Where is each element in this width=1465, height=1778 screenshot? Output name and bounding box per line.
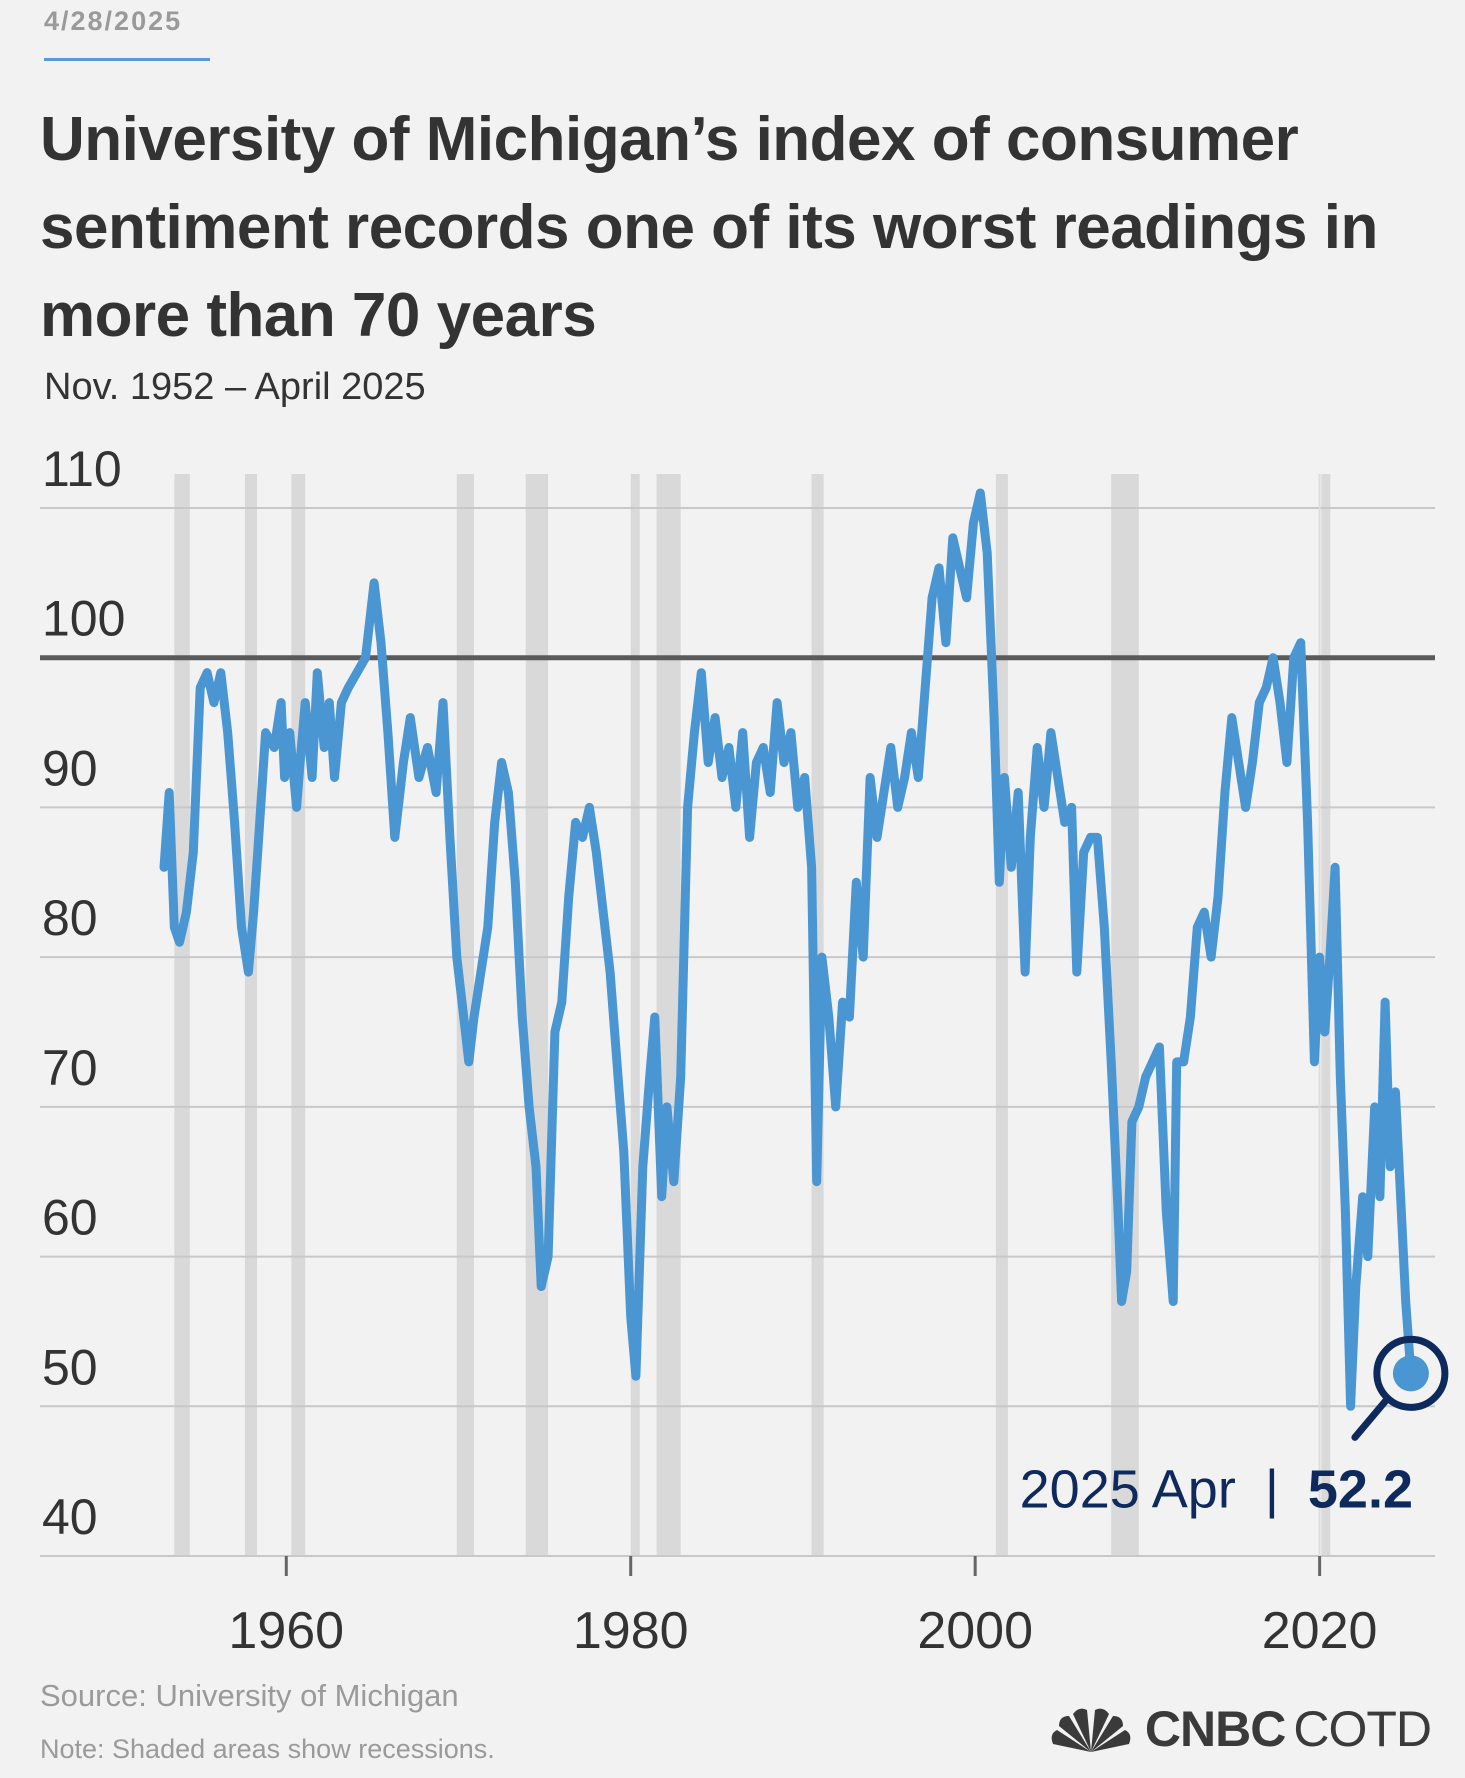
recession-band [1111,474,1139,1556]
y-tick-label: 70 [42,1040,98,1096]
recession-band [630,474,640,1556]
chart-subtitle: Nov. 1952 – April 2025 [44,366,426,408]
brand-logo: CNBC COTD [1045,1700,1432,1758]
line-chart: 110 100 90 80 70 60 50 40 1960 1980 2000 2020 2025… [40,441,1449,1660]
latest-period: 2025 Apr [1020,1459,1236,1519]
sentiment-line [159,488,1416,1411]
recession-band [656,474,681,1556]
x-tick-label: 1960 [228,1602,344,1660]
magnifier-handle [1351,1395,1391,1441]
nbc-peacock-icon [1051,1708,1131,1752]
recession-band [525,474,549,1556]
x-tick-label: 2000 [917,1602,1033,1660]
source-note: Source: University of Michigan [40,1678,459,1713]
recession-band [291,474,306,1556]
brand-bold: CNBC [1144,1701,1286,1757]
y-tick-label: 40 [42,1489,98,1545]
magnifier-ring-icon [1373,1335,1449,1411]
latest-value: 52.2 [1308,1459,1413,1519]
latest-label: 2025 Apr | 52.2 [1020,1459,1413,1519]
recession-note: Note: Shaded areas show recessions. [40,1734,495,1764]
brand-light: COTD [1293,1701,1432,1757]
y-tick-label: 100 [42,591,125,647]
publish-date: 4/28/2025 [44,6,183,36]
latest-annotation: 2025 Apr | 52.2 [1020,1335,1449,1519]
recession-band [174,474,190,1556]
y-tick-label: 80 [42,890,98,946]
recession-band [995,474,1008,1556]
x-tick-label: 2020 [1262,1602,1378,1660]
x-tick-label: 1980 [573,1602,689,1660]
y-tick-label: 90 [42,740,98,796]
recession-band [244,474,257,1556]
x-axis: 1960 1980 2000 2020 [228,1556,1377,1660]
y-tick-label: 110 [42,441,122,497]
recession-bands [174,474,1331,1556]
y-tick-label: 60 [42,1190,98,1246]
latest-separator: | [1265,1459,1279,1519]
date-underline [44,58,210,61]
y-tick-label: 50 [42,1339,98,1395]
chart-title: University of Michigan’s index of consum… [40,105,1378,350]
y-axis-ticks: 110 100 90 80 70 60 50 40 [42,441,125,1545]
latest-point [1392,1355,1429,1392]
